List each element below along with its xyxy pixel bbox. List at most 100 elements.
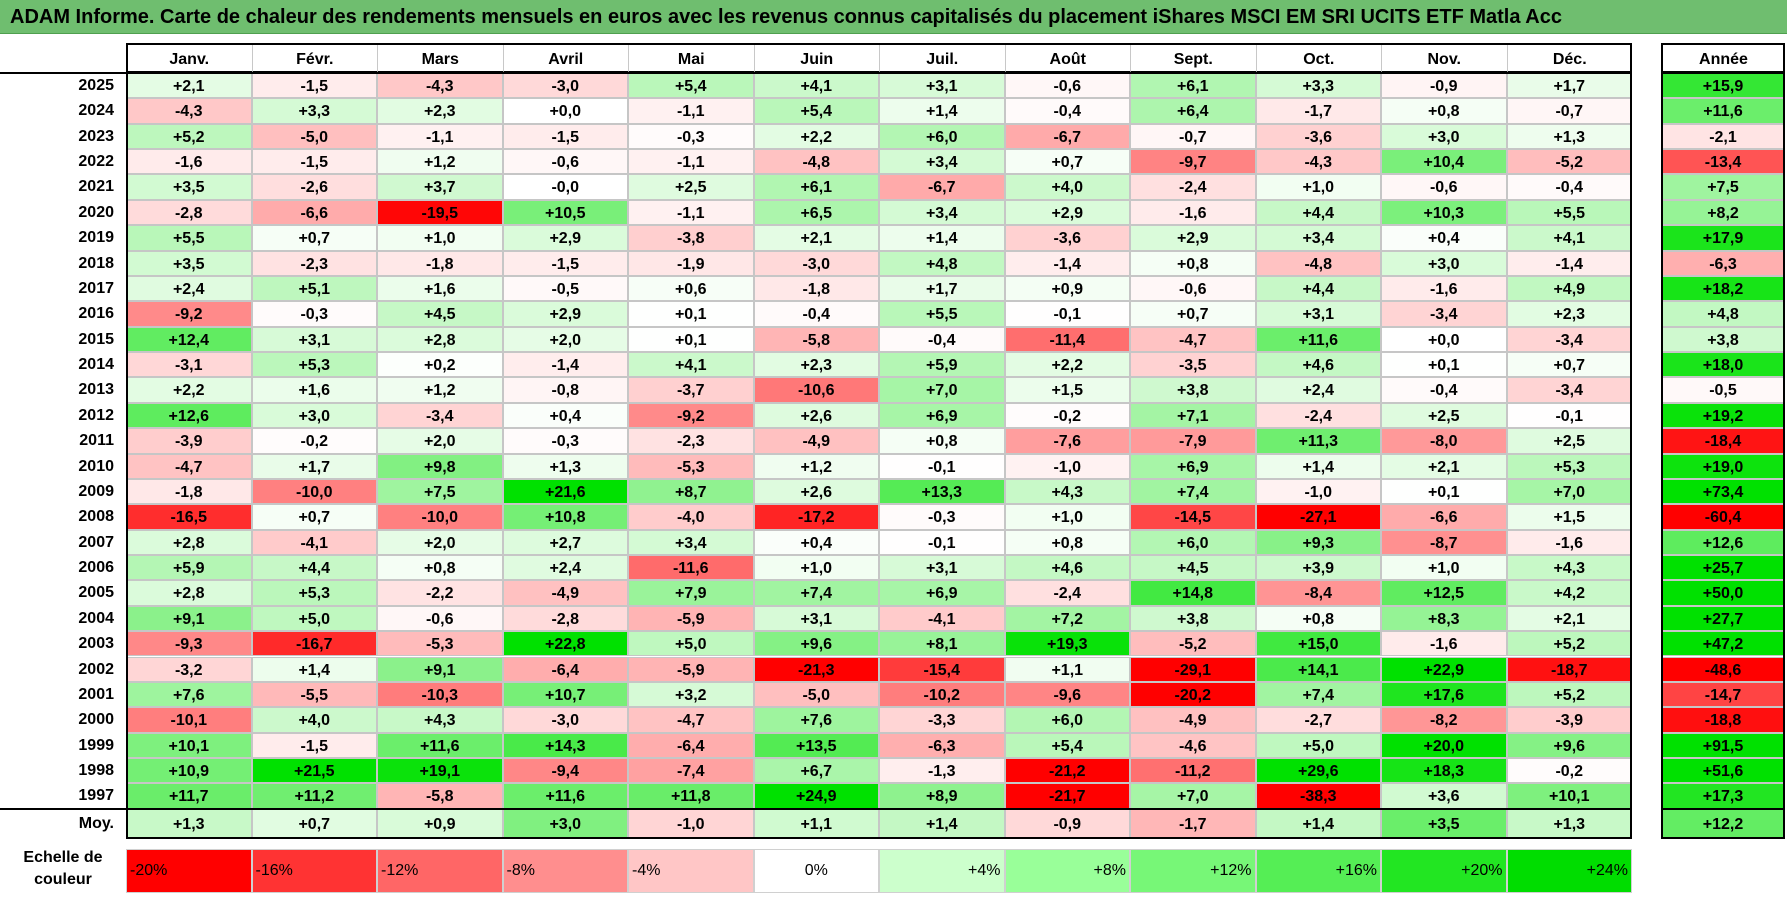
heatmap-cell: +7,4 [1255,681,1381,708]
heatmap-cell: -6,4 [502,656,628,682]
heatmap-cell: +2,8 [377,326,503,353]
year-label: 2019 [78,229,114,247]
average-cell: +1,4 [1255,808,1381,839]
year-label: 2014 [78,356,114,374]
heatmap-cell: +2,3 [1506,301,1632,327]
heatmap-cell: +1,2 [377,377,503,403]
heatmap-cell: -0,9 [1381,73,1507,99]
heatmap-cell: -1,5 [502,250,628,276]
heatmap-cell: +4,5 [377,301,503,327]
annual-cell: +25,7 [1661,555,1785,581]
month-header: Mars [377,43,503,73]
chart-title: ADAM Informe. Carte de chaleur des rende… [0,0,1787,34]
heatmap-cell: -0,2 [1004,402,1130,429]
heatmap-cell: -6,3 [879,732,1005,758]
year-label: 2010 [78,457,114,475]
scale-stop: -8% [502,848,628,893]
heatmap-cell: -4,9 [1130,707,1256,733]
heatmap-cell: -5,3 [377,631,503,657]
heatmap-cell: +18,3 [1381,757,1507,784]
heatmap-cell: +14,3 [502,732,628,758]
heatmap-cell: -3,0 [753,250,879,276]
heatmap-cell: -1,8 [377,250,503,276]
heatmap-cell: +1,6 [251,377,377,403]
scale-stop: -4% [628,848,754,893]
heatmap-cell: -1,1 [377,123,503,150]
heatmap-cell: +1,0 [1255,174,1381,200]
heatmap-cell: +5,4 [1004,732,1130,758]
month-header: Déc. [1506,43,1632,73]
annual-cell: -14,7 [1661,681,1785,708]
heatmap-cell: -0,3 [251,301,377,327]
heatmap-cell: +14,1 [1255,656,1381,682]
heatmap-cell: -9,3 [126,631,252,657]
average-cell: +0,9 [377,808,503,839]
heatmap-cell: +4,4 [1255,199,1381,226]
heatmap-cell: -4,0 [628,504,754,530]
heatmap-cell: -0,1 [879,529,1005,556]
heatmap-cell: -0,1 [1004,301,1130,327]
heatmap-cell: -0,5 [502,275,628,302]
heatmap-cell: -0,8 [502,377,628,403]
heatmap-cell: +1,1 [1004,656,1130,682]
heatmap-cell: +0,0 [1381,326,1507,353]
heatmap-cell: +2,2 [1004,352,1130,378]
heatmap-cell: -3,4 [1506,326,1632,353]
heatmap-cell: +3,0 [1381,123,1507,150]
annual-cell: +51,6 [1661,757,1785,784]
heatmap-cell: -4,1 [879,605,1005,632]
heatmap-cell: -10,0 [251,478,377,505]
heatmap-cell: -5,9 [628,605,754,632]
heatmap-cell: -3,4 [1506,377,1632,403]
year-label: 2000 [78,711,114,729]
heatmap-cell: -1,6 [126,149,252,175]
heatmap-cell: +3,1 [1255,301,1381,327]
heatmap-cell: +7,0 [1506,478,1632,505]
heatmap-cell: -6,4 [628,732,754,758]
heatmap-cell: -8,4 [1255,580,1381,606]
heatmap-cell: +3,2 [628,681,754,708]
heatmap-cell: -1,6 [1381,631,1507,657]
heatmap-cell: +0,8 [879,428,1005,454]
heatmap-cell: +7,4 [1130,478,1256,505]
heatmap-cell: -3,5 [1130,352,1256,378]
heatmap-cell: -1,3 [879,757,1005,784]
heatmap-cell: +3,4 [1255,225,1381,251]
heatmap-cell: +0,2 [377,352,503,378]
heatmap-cell: +9,6 [753,631,879,657]
heatmap-cell: -4,9 [502,580,628,606]
heatmap-cell: +7,6 [126,681,252,708]
month-header: Nov. [1381,43,1507,73]
heatmap-cell: -9,2 [126,301,252,327]
heatmap-cell: +5,0 [251,605,377,632]
month-header: Avril [502,43,628,73]
month-header: Oct. [1255,43,1381,73]
heatmap-cell: +4,3 [1004,478,1130,505]
heatmap-cell: +5,4 [753,98,879,124]
heatmap-cell: -4,8 [753,149,879,175]
heatmap-cell: -1,5 [251,732,377,758]
heatmap-cell: -0,6 [377,605,503,632]
heatmap-cell: -10,0 [377,504,503,530]
heatmap-cell: -2,4 [1004,580,1130,606]
heatmap-cell: +2,4 [126,275,252,302]
heatmap-cell: +5,2 [1506,681,1632,708]
heatmap-cell: +0,1 [1381,352,1507,378]
heatmap-cell: +3,5 [126,250,252,276]
heatmap-cell: -38,3 [1255,783,1381,809]
heatmap-cell: -0,4 [1004,98,1130,124]
average-cell: +1,3 [126,808,252,839]
heatmap-cell: -0,3 [879,504,1005,530]
average-cell: +3,0 [502,808,628,839]
heatmap-cell: +8,3 [1381,605,1507,632]
heatmap-cell: +22,8 [502,631,628,657]
year-label: 2004 [78,609,114,627]
heatmap-cell: +0,4 [1381,225,1507,251]
heatmap-cell: +4,4 [251,555,377,581]
annual-cell: +18,0 [1661,352,1785,378]
heatmap-cell: +7,9 [628,580,754,606]
annual-cell: -18,8 [1661,707,1785,733]
heatmap-cell: +9,1 [377,656,503,682]
heatmap-cell: +11,6 [377,732,503,758]
heatmap-cell: +0,0 [502,98,628,124]
